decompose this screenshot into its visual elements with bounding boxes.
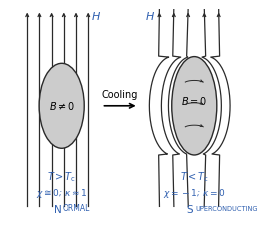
Text: Cooling: Cooling [102, 90, 138, 100]
Text: $\chi\cong 0$; $\kappa\approx 1$: $\chi\cong 0$; $\kappa\approx 1$ [36, 187, 88, 200]
Text: ORMAL: ORMAL [63, 204, 90, 213]
Text: $T < T_\mathrm{c}$: $T < T_\mathrm{c}$ [180, 171, 209, 184]
Text: H: H [146, 12, 155, 22]
Text: UPERCONDUCTING: UPERCONDUCTING [195, 206, 258, 212]
Ellipse shape [172, 57, 217, 155]
Text: $\chi = -1$; $\kappa = 0$: $\chi = -1$; $\kappa = 0$ [163, 187, 226, 200]
Text: $B\neq 0$: $B\neq 0$ [49, 100, 75, 112]
Text: $T > T_\mathrm{c}$: $T > T_\mathrm{c}$ [47, 171, 76, 184]
Text: $\mathrm{S}$: $\mathrm{S}$ [186, 203, 194, 215]
Text: $\mathrm{N}$: $\mathrm{N}$ [53, 203, 62, 215]
Text: $B = 0$: $B = 0$ [181, 95, 207, 107]
Text: H: H [92, 12, 100, 22]
Ellipse shape [39, 63, 84, 148]
